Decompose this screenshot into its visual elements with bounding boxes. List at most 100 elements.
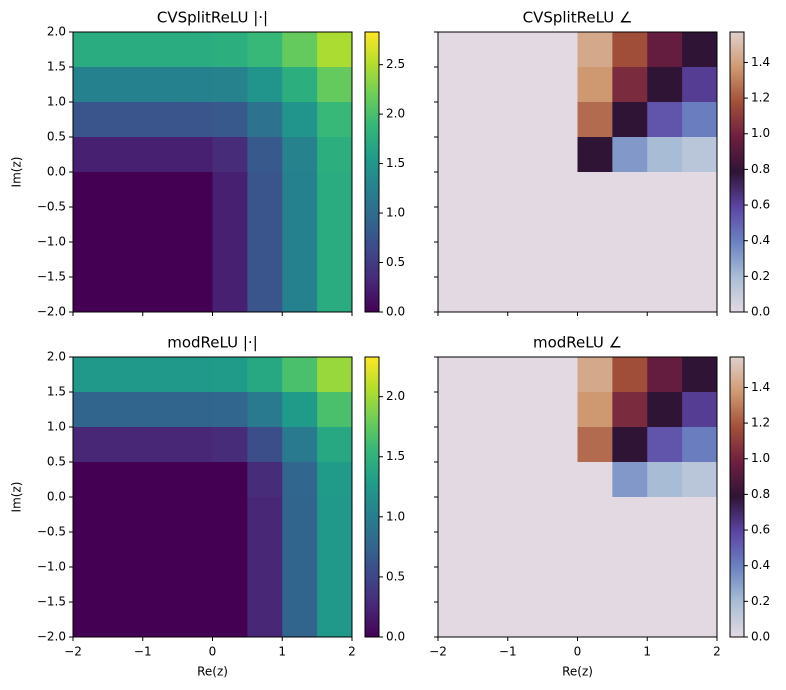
colorbar-tick-label: 0.0: [386, 630, 405, 644]
heatmap-cell: [647, 242, 683, 278]
y-tick-label: 0.5: [47, 455, 66, 469]
heatmap-cell: [73, 497, 109, 533]
heatmap-cell: [177, 67, 213, 103]
heatmap-cell: [612, 497, 648, 533]
heatmap-cell: [177, 462, 213, 498]
heatmap-cell: [438, 277, 474, 313]
heatmap-cell: [542, 32, 578, 68]
y-axis-label: Im(z): [10, 482, 24, 513]
heatmap-cell: [612, 427, 648, 463]
heatmap-cell: [73, 392, 109, 428]
heatmap-cell: [472, 462, 509, 498]
heatmap-cell: [73, 357, 109, 393]
heatmap-cell: [317, 242, 353, 278]
heatmap-cell: [438, 497, 474, 533]
heatmap-cell: [472, 242, 509, 278]
heatmap-cell: [177, 497, 213, 533]
heatmap-cell: [507, 67, 544, 103]
heatmap-cell: [212, 242, 248, 278]
heatmap-cell: [682, 567, 718, 603]
heatmap-cell: [107, 462, 144, 498]
heatmap-cell: [647, 567, 683, 603]
heatmap-cell: [247, 497, 283, 533]
heatmap-cell: [507, 137, 544, 173]
heatmap-cell: [107, 102, 144, 138]
heatmap-cell: [282, 427, 318, 463]
heatmap-cell: [142, 497, 179, 533]
heatmap-cell: [212, 602, 248, 638]
heatmap-cell: [73, 242, 109, 278]
heatmap-cell: [247, 567, 283, 603]
heatmap-cell: [612, 32, 648, 68]
heatmap-cell: [612, 67, 648, 103]
heatmap-cell: [247, 137, 283, 173]
heatmap-cell: [142, 532, 179, 568]
heatmap-cell: [612, 462, 648, 498]
heatmap-cell: [647, 172, 683, 208]
heatmap-cell: [647, 277, 683, 313]
heatmap-cell: [647, 137, 683, 173]
colorbar-tick-label: 2.5: [386, 57, 405, 71]
heatmap-cell: [507, 32, 544, 68]
heatmap-cell: [73, 32, 109, 68]
heatmap-cell: [73, 567, 109, 603]
heatmap-cell: [507, 172, 544, 208]
heatmap-cell: [542, 427, 578, 463]
y-tick-label: −1.0: [37, 235, 66, 249]
heatmap-cell: [142, 567, 179, 603]
heatmap-cell: [577, 462, 613, 498]
heatmap-cell: [317, 392, 353, 428]
heatmap-cell: [107, 277, 144, 313]
heatmap-cell: [577, 242, 613, 278]
heatmap-cell: [317, 427, 353, 463]
heatmap-cell: [612, 277, 648, 313]
x-tick-label: 1: [643, 645, 651, 659]
heatmap-cell: [177, 357, 213, 393]
heatmap-cell: [177, 32, 213, 68]
heatmap-cell: [612, 392, 648, 428]
heatmap-cell: [212, 102, 248, 138]
heatmap-cell: [438, 242, 474, 278]
heatmap-cell: [472, 102, 509, 138]
heatmap-cell: [107, 532, 144, 568]
colorbar-tick-label: 0.5: [386, 255, 405, 269]
heatmap-cell: [317, 67, 353, 103]
heatmap-cell: [247, 602, 283, 638]
heatmap-cell: [682, 357, 718, 393]
heatmap-cell: [142, 172, 179, 208]
heatmap-cell: [282, 137, 318, 173]
heatmap-cell: [438, 567, 474, 603]
heatmap-cell: [247, 102, 283, 138]
heatmap-cell: [317, 462, 353, 498]
heatmap-cell: [142, 32, 179, 68]
colorbar: [364, 31, 380, 313]
heatmap-cell: [107, 242, 144, 278]
heatmap-cell: [142, 67, 179, 103]
heatmap-cell: [647, 462, 683, 498]
x-tick-label: 1: [278, 645, 286, 659]
heatmap-cell: [438, 137, 474, 173]
heatmap-cell: [507, 567, 544, 603]
colorbar-tick-label: 0.6: [751, 523, 770, 537]
heatmap-cell: [73, 137, 109, 173]
colorbar-tick-label: 0.6: [751, 198, 770, 212]
heatmap-cell: [472, 67, 509, 103]
heatmap-cell: [612, 172, 648, 208]
colorbar: [729, 356, 745, 638]
heatmap-cell: [177, 102, 213, 138]
heatmap-cell: [438, 67, 474, 103]
heatmap-cell: [542, 497, 578, 533]
heatmap-cell: [282, 497, 318, 533]
heatmap-cell: [282, 357, 318, 393]
heatmap-cell: [177, 137, 213, 173]
heatmap-cell: [317, 137, 353, 173]
heatmap-cell: [282, 207, 318, 243]
heatmap-cell: [247, 392, 283, 428]
heatmap-cell: [507, 207, 544, 243]
heatmap-cell: [247, 277, 283, 313]
heatmap-cell: [73, 602, 109, 638]
heatmap-cell: [647, 392, 683, 428]
heatmap-cell: [612, 102, 648, 138]
heatmap-cell: [612, 137, 648, 173]
heatmap-cell: [682, 242, 718, 278]
